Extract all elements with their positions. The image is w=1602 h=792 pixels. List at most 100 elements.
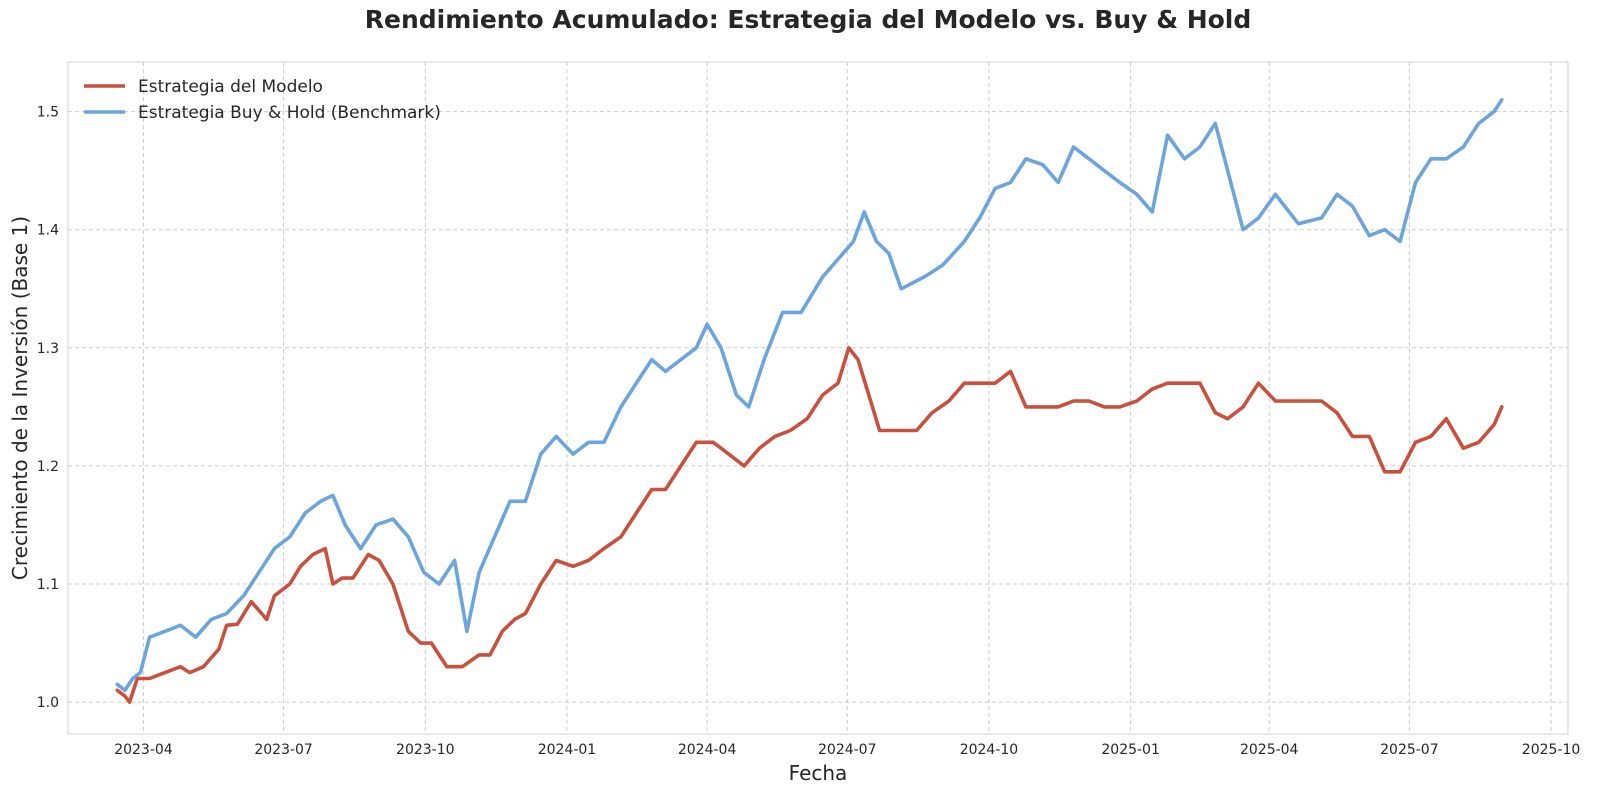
data-point <box>525 613 526 614</box>
data-point <box>525 501 526 502</box>
chart-title: Rendimiento Acumulado: Estrategia del Mo… <box>365 5 1252 34</box>
data-point <box>1184 158 1185 159</box>
legend-label-benchmark: Estrategia Buy & Hold (Benchmark) <box>138 103 441 123</box>
data-point <box>266 619 267 620</box>
data-point <box>189 672 190 673</box>
x-tick-label: 2024-01 <box>538 742 597 758</box>
data-point <box>1494 424 1495 425</box>
data-point <box>1243 406 1244 407</box>
data-point <box>345 524 346 525</box>
data-point <box>392 519 393 520</box>
data-point <box>1494 111 1495 112</box>
data-point <box>368 554 369 555</box>
data-point <box>211 619 212 620</box>
data-point <box>1215 123 1216 124</box>
data-point <box>713 442 714 443</box>
data-point <box>289 583 290 584</box>
data-point <box>1073 146 1074 147</box>
data-point <box>124 696 125 697</box>
data-point <box>164 631 165 632</box>
data-point <box>603 442 604 443</box>
data-point <box>466 631 467 632</box>
data-point <box>1058 406 1059 407</box>
data-point <box>876 241 877 242</box>
data-point <box>479 654 480 655</box>
x-tick-label: 2025-10 <box>1522 742 1581 758</box>
data-point <box>1446 418 1447 419</box>
data-point <box>556 436 557 437</box>
x-axis-label: Fecha <box>789 761 848 785</box>
data-point <box>1336 194 1337 195</box>
data-point <box>651 359 652 360</box>
data-point <box>1088 158 1089 159</box>
data-point <box>332 583 333 584</box>
data-point <box>665 371 666 372</box>
data-point <box>964 383 965 384</box>
data-point <box>1119 182 1120 183</box>
data-point <box>720 347 721 348</box>
data-point <box>1298 223 1299 224</box>
data-point <box>1369 235 1370 236</box>
y-tick-label: 1.3 <box>37 341 59 357</box>
data-point <box>1104 170 1105 171</box>
data-point <box>1384 471 1385 472</box>
data-point <box>1025 406 1026 407</box>
data-point <box>431 643 432 644</box>
y-axis-label: Crecimiento de la Inversión (Base 1) <box>8 216 32 580</box>
data-point <box>931 412 932 413</box>
data-point <box>1258 383 1259 384</box>
data-point <box>289 536 290 537</box>
data-point <box>137 678 138 679</box>
data-point <box>1275 400 1276 401</box>
data-point <box>180 625 181 626</box>
data-point <box>979 383 980 384</box>
data-point <box>439 583 440 584</box>
data-point <box>1306 400 1307 401</box>
data-point <box>901 288 902 289</box>
data-point <box>1321 400 1322 401</box>
data-point <box>489 654 490 655</box>
data-point <box>1400 471 1401 472</box>
data-point <box>180 666 181 667</box>
data-point <box>258 572 259 573</box>
data-point <box>1369 436 1370 437</box>
data-point <box>312 554 313 555</box>
data-point <box>1446 158 1447 159</box>
data-point <box>979 217 980 218</box>
data-point <box>1167 383 1168 384</box>
data-point <box>894 430 895 431</box>
y-tick-label: 1.5 <box>37 105 59 121</box>
data-point <box>665 489 666 490</box>
data-point <box>736 394 737 395</box>
data-point <box>837 259 838 260</box>
data-point <box>1010 371 1011 372</box>
data-point <box>1258 217 1259 218</box>
y-tick-label: 1.2 <box>37 459 59 475</box>
data-point <box>454 560 455 561</box>
data-point <box>203 666 204 667</box>
data-point <box>573 566 574 567</box>
data-point <box>995 188 996 189</box>
data-point <box>764 359 765 360</box>
data-point <box>1199 146 1200 147</box>
data-point <box>1290 400 1291 401</box>
data-point <box>1167 135 1168 136</box>
data-point <box>879 430 880 431</box>
data-point <box>1501 99 1502 100</box>
data-point <box>479 572 480 573</box>
data-point <box>1119 406 1120 407</box>
data-point <box>1136 194 1137 195</box>
data-point <box>868 394 869 395</box>
y-tick-label: 1.4 <box>37 223 59 239</box>
x-tick-label: 2024-04 <box>678 742 737 758</box>
data-point <box>117 690 118 691</box>
data-point <box>1104 406 1105 407</box>
data-point <box>744 465 745 466</box>
data-point <box>124 690 125 691</box>
data-point <box>822 276 823 277</box>
data-point <box>218 648 219 649</box>
data-point <box>226 625 227 626</box>
data-point <box>1227 170 1228 171</box>
data-point <box>1478 442 1479 443</box>
data-point <box>392 583 393 584</box>
